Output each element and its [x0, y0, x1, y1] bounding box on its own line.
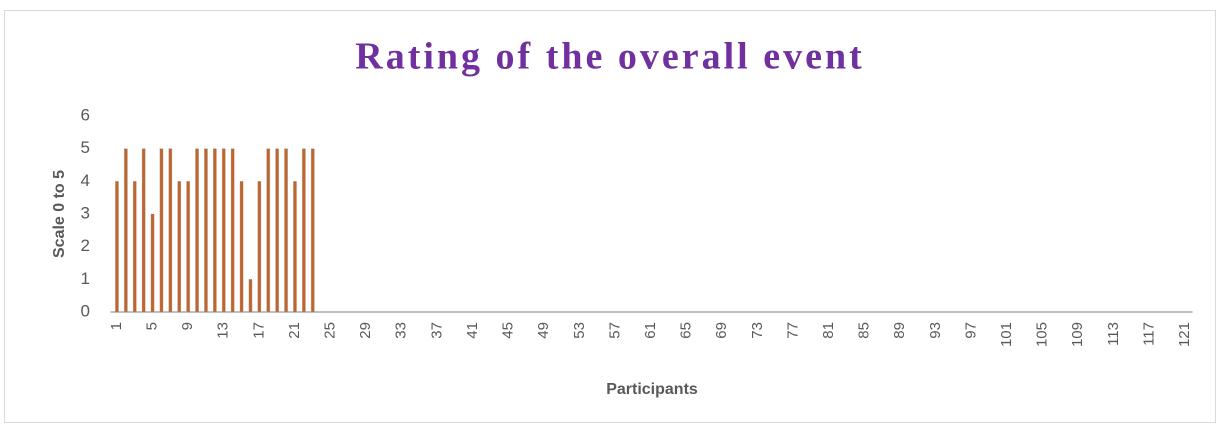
- x-tick-label: 29: [357, 322, 374, 339]
- bar: [212, 148, 217, 313]
- x-tick-label: 33: [393, 322, 410, 339]
- bar: [115, 181, 119, 313]
- bar: [123, 148, 128, 313]
- x-tick-label: 85: [856, 322, 873, 339]
- bar: [230, 148, 235, 313]
- x-tick-label: 5: [144, 322, 161, 330]
- bar: [221, 148, 226, 313]
- bar: [239, 181, 244, 313]
- bar: [168, 148, 173, 313]
- x-tick-label: 9: [179, 322, 196, 330]
- y-tick-label: 2: [81, 236, 90, 255]
- bar: [266, 148, 271, 313]
- x-tick-label: 105: [1034, 322, 1051, 347]
- x-tick-label: 1: [108, 322, 125, 330]
- y-tick-label: 0: [81, 301, 90, 320]
- x-tick-label: 113: [1105, 322, 1122, 346]
- x-axis-label: Participants: [606, 381, 698, 398]
- bar: [150, 213, 155, 313]
- x-tick-label: 101: [998, 322, 1015, 347]
- x-tick-label: 17: [250, 322, 267, 339]
- bar: [257, 181, 262, 313]
- x-tick-label: 93: [927, 322, 944, 339]
- bar: [301, 148, 306, 313]
- x-tick-label: 61: [642, 322, 659, 339]
- y-tick-label: 4: [81, 171, 90, 190]
- x-tick-label: 65: [678, 322, 695, 339]
- y-tick-label: 3: [81, 203, 90, 222]
- x-tick-label: 81: [820, 322, 837, 339]
- bar: [159, 148, 164, 313]
- bar: [284, 148, 288, 313]
- x-tick-label: 21: [286, 322, 303, 339]
- x-tick-label: 97: [962, 322, 979, 339]
- y-axis-label: Scale 0 to 5: [51, 170, 68, 258]
- bar: [275, 148, 280, 313]
- x-tick-label: 109: [1069, 322, 1086, 347]
- bar: [177, 181, 182, 313]
- x-tick-label: 53: [571, 322, 588, 339]
- chart-title: Rating of the overall event: [355, 36, 864, 78]
- y-tick-label: 5: [81, 138, 90, 157]
- bar: [293, 181, 297, 313]
- bar: [132, 181, 137, 313]
- x-tick-label: 13: [215, 322, 232, 339]
- x-tick-label: 117: [1140, 322, 1157, 346]
- bar: [186, 181, 191, 313]
- x-tick-label: 89: [891, 322, 908, 339]
- x-tick-label: 25: [322, 322, 339, 339]
- y-tick-label: 1: [81, 269, 90, 288]
- x-tick-label: 73: [749, 322, 766, 339]
- x-tick-label: 49: [535, 322, 552, 339]
- x-tick-label: 69: [713, 322, 730, 339]
- x-tick-label: 41: [464, 322, 481, 339]
- y-tick-label: 6: [81, 105, 90, 124]
- bar: [204, 148, 208, 313]
- x-tick-label: 37: [428, 322, 445, 339]
- bar: [310, 148, 315, 313]
- bar: [141, 148, 146, 313]
- x-tick-label: 45: [500, 322, 517, 339]
- bar: [195, 148, 199, 313]
- x-tick-label: 77: [784, 322, 801, 339]
- x-tick-label: 121: [1176, 322, 1193, 347]
- bar: [248, 279, 253, 313]
- x-tick-label: 57: [606, 322, 623, 339]
